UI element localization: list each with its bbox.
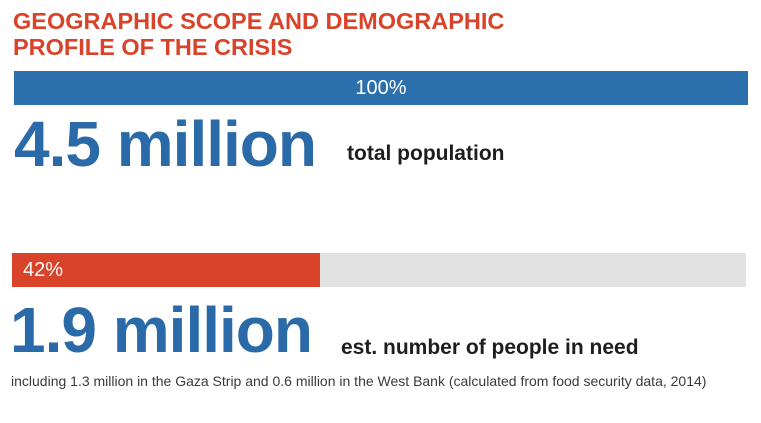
bar-label-people-in-need: 42%	[23, 259, 64, 281]
footnote: including 1.3 million in the Gaza Strip …	[11, 373, 707, 389]
bar-track-people-in-need: 42%	[12, 253, 746, 287]
bar-people-in-need	[12, 253, 321, 287]
stat-caption-people-in-need: est. number of people in need	[341, 336, 639, 359]
title-line-1: GEOGRAPHIC SCOPE AND DEMOGRAPHIC	[13, 8, 505, 34]
bar-track-total-population: 100%	[14, 71, 748, 105]
chart-title: GEOGRAPHIC SCOPE AND DEMOGRAPHIC PROFILE…	[13, 8, 504, 60]
bar-label-total-population: 100%	[355, 77, 407, 99]
stat-number-total-population: 4.5 million	[14, 108, 317, 180]
stat-number-people-in-need: 1.9 million	[10, 294, 313, 366]
stat-caption-total-population: total population	[347, 142, 505, 165]
title-line-2: PROFILE OF THE CRISIS	[13, 34, 293, 60]
bar-total-population	[14, 71, 748, 105]
